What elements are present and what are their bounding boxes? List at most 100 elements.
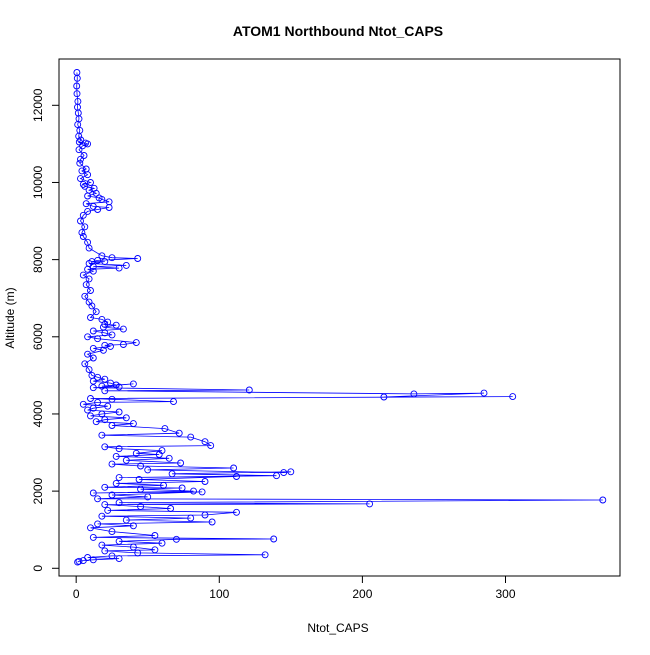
data-point (79, 211, 87, 219)
data-point (115, 264, 123, 272)
data-point (104, 506, 112, 514)
data-point (509, 393, 517, 401)
data-point (380, 393, 388, 401)
data-point (129, 420, 137, 428)
y-tick-label: 0 (31, 565, 45, 572)
data-point (84, 207, 92, 215)
y-tick-label: 6000 (31, 323, 45, 350)
data-point (155, 451, 163, 458)
data-point (160, 481, 167, 489)
data-point (82, 200, 90, 208)
data-point (79, 271, 87, 279)
data-point (87, 395, 94, 402)
y-tick-label: 8000 (31, 246, 45, 273)
data-point (108, 395, 116, 403)
data-point (144, 466, 152, 474)
data-point (201, 511, 209, 519)
data-point (410, 390, 418, 398)
data-point (77, 217, 84, 225)
data-point (101, 258, 109, 266)
data-point (79, 233, 87, 240)
data-point (134, 255, 142, 262)
y-axis: 0 2000 4000 6000 8000 10000 12000 (31, 88, 60, 572)
data-point (151, 546, 159, 554)
data-point (287, 468, 295, 476)
x-tick-label: 300 (495, 587, 515, 601)
data-point (112, 321, 120, 329)
data-point (132, 449, 140, 457)
data-point (84, 171, 92, 179)
data-point (87, 287, 94, 294)
data-point (177, 459, 185, 467)
data-point (129, 543, 137, 551)
data-point (129, 522, 137, 530)
data-point (94, 495, 102, 503)
chart-title: ATOM1 Northbound Ntot_CAPS (233, 23, 443, 39)
data-point (84, 406, 92, 414)
data-point (74, 558, 82, 566)
data-point (208, 518, 216, 526)
data-point (101, 547, 109, 555)
y-tick-label: 10000 (31, 165, 45, 199)
data-point (79, 180, 87, 188)
data-point (201, 478, 209, 485)
data-point (115, 445, 123, 453)
data-point (137, 503, 145, 511)
data-point (172, 535, 180, 543)
data-point (273, 472, 280, 480)
data-point (119, 325, 127, 333)
data-point (165, 454, 173, 462)
data-point (129, 380, 137, 388)
data-point (78, 229, 86, 237)
data-point (77, 175, 84, 183)
data-point (87, 524, 94, 532)
data-point (112, 479, 120, 487)
data-point (98, 512, 106, 520)
data-point (115, 537, 123, 545)
data-point (101, 416, 109, 424)
data-point (77, 155, 84, 163)
data-point (89, 384, 97, 392)
data-point (92, 418, 100, 426)
data-point (108, 491, 116, 499)
series-line-0 (76, 72, 603, 563)
data-point (98, 431, 106, 439)
data-point (115, 499, 123, 507)
data-point (73, 74, 81, 82)
data-point (81, 223, 89, 231)
data-point (108, 528, 116, 536)
data-point (108, 460, 116, 468)
data-point (161, 425, 169, 433)
data-point (98, 315, 106, 323)
data-point (98, 195, 106, 203)
data-point (75, 146, 83, 154)
data-point (75, 557, 83, 565)
data-point (87, 314, 94, 321)
data-point (105, 204, 113, 211)
data-point (137, 462, 145, 470)
data-point (151, 532, 159, 539)
data-point (132, 339, 140, 347)
data-point (101, 387, 109, 395)
x-axis: 0 100 200 300 (73, 575, 516, 601)
y-tick-label: 12000 (31, 88, 45, 122)
data-point (84, 333, 92, 341)
data-point (599, 496, 607, 504)
y-axis-label: Altitude (m) (3, 287, 17, 348)
data-point (74, 121, 82, 129)
data-point (87, 179, 94, 186)
plot-frame (58, 58, 621, 577)
data-point (112, 452, 120, 460)
data-point (81, 292, 89, 300)
data-point (73, 82, 81, 90)
data-point (122, 456, 130, 464)
data-point (175, 429, 183, 437)
data-point (122, 414, 130, 422)
data-point (108, 331, 116, 339)
data-point (89, 327, 97, 335)
data-point (187, 514, 195, 522)
data-point (89, 354, 97, 362)
data-point (122, 261, 130, 269)
